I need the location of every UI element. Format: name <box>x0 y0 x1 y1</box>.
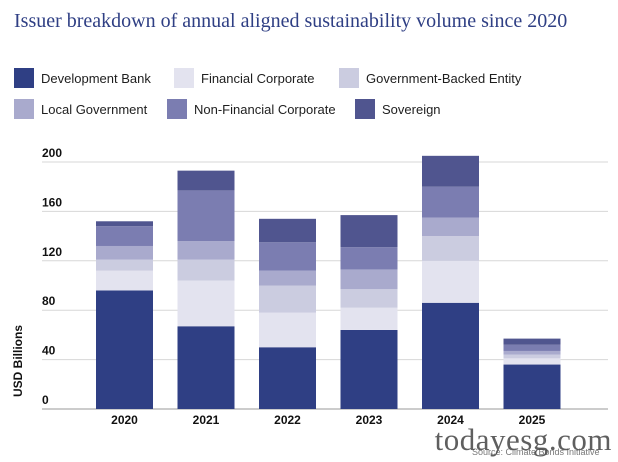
bar-2022-non-financial-corporate[interactable] <box>259 242 316 271</box>
y-tick-label-0: 0 <box>42 393 49 407</box>
chart-title: Issuer breakdown of annual aligned susta… <box>14 10 568 32</box>
x-tick-labels: 2020 2021 2022 2023 2024 2025 <box>111 413 546 427</box>
x-tick-label-2025: 2025 <box>519 413 546 427</box>
bar-2025-government-backed-entity[interactable] <box>503 354 561 359</box>
bars <box>96 155 561 409</box>
legend-item-non-financial-corporate[interactable]: Non-Financial Corporate <box>167 97 336 121</box>
x-tick-label-2023: 2023 <box>356 413 383 427</box>
bar-2020-development-bank[interactable] <box>96 290 153 409</box>
y-axis-label: USD Billions <box>11 325 25 397</box>
legend-label-financial-corporate: Financial Corporate <box>201 70 315 86</box>
watermark: todayesg.com <box>434 422 612 457</box>
bar-2022-sovereign[interactable] <box>259 218 316 243</box>
y-tick-label-120: 120 <box>42 245 62 259</box>
legend-label-non-financial-corporate: Non-Financial Corporate <box>194 101 336 117</box>
legend-item-government-backed-entity[interactable]: Government-Backed Entity <box>339 66 521 90</box>
y-tick-labels: 0 40 80 120 160 200 <box>42 146 62 407</box>
bar-2025-financial-corporate[interactable] <box>503 358 561 365</box>
bar-2022-government-backed-entity[interactable] <box>259 285 316 313</box>
bar-2024-financial-corporate[interactable] <box>422 260 479 303</box>
x-tick-label-2021: 2021 <box>193 413 220 427</box>
bar-2020-sovereign[interactable] <box>96 221 153 227</box>
bar-2024-sovereign[interactable] <box>422 155 479 187</box>
x-tick-label-2022: 2022 <box>274 413 301 427</box>
bar-2021-sovereign[interactable] <box>177 170 235 191</box>
y-tick-label-160: 160 <box>42 195 62 209</box>
bar-2021-financial-corporate[interactable] <box>177 280 235 327</box>
bar-2021-development-bank[interactable] <box>177 326 235 409</box>
bar-2020-non-financial-corporate[interactable] <box>96 226 153 246</box>
legend-item-sovereign[interactable]: Sovereign <box>355 97 441 121</box>
bar-2022-development-bank[interactable] <box>259 347 316 409</box>
legend-item-local-government[interactable]: Local Government <box>14 97 147 121</box>
legend-swatch-non-financial-corporate <box>167 99 187 119</box>
legend-label-development-bank: Development Bank <box>41 70 151 86</box>
legend-swatch-local-government <box>14 99 34 119</box>
bar-2022-local-government[interactable] <box>259 270 316 286</box>
source-text: Source: Climate Bonds Initiative <box>472 447 600 457</box>
legend-swatch-government-backed-entity <box>339 68 359 88</box>
bar-2025-sovereign[interactable] <box>503 338 561 345</box>
bar-2023-government-backed-entity[interactable] <box>340 289 398 308</box>
bar-2023-development-bank[interactable] <box>340 329 398 409</box>
legend: Development Bank Financial Corporate Gov… <box>14 66 604 126</box>
bar-2021-local-government[interactable] <box>177 241 235 260</box>
bar-2025-development-bank[interactable] <box>503 364 561 409</box>
y-tick-label-40: 40 <box>42 344 56 358</box>
legend-label-sovereign: Sovereign <box>382 101 441 117</box>
legend-item-financial-corporate[interactable]: Financial Corporate <box>174 66 314 90</box>
legend-item-development-bank[interactable]: Development Bank <box>14 66 151 90</box>
legend-label-government-backed-entity: Government-Backed Entity <box>366 70 522 86</box>
legend-swatch-financial-corporate <box>174 68 194 88</box>
bar-2022-financial-corporate[interactable] <box>259 312 316 348</box>
bar-2023-financial-corporate[interactable] <box>340 307 398 330</box>
bar-2023-local-government[interactable] <box>340 269 398 290</box>
bar-2024-government-backed-entity[interactable] <box>422 236 479 261</box>
bar-2023-sovereign[interactable] <box>340 215 398 248</box>
bar-2023-non-financial-corporate[interactable] <box>340 247 398 270</box>
y-tick-label-80: 80 <box>42 294 56 308</box>
bar-2020-government-backed-entity[interactable] <box>96 259 153 271</box>
bar-2025-local-government[interactable] <box>503 350 561 355</box>
x-tick-label-2020: 2020 <box>111 413 138 427</box>
legend-label-local-government: Local Government <box>41 101 148 117</box>
bar-2021-non-financial-corporate[interactable] <box>177 190 235 242</box>
bar-2024-development-bank[interactable] <box>422 302 479 409</box>
legend-swatch-development-bank <box>14 68 34 88</box>
bar-2024-non-financial-corporate[interactable] <box>422 186 479 218</box>
bar-2025-non-financial-corporate[interactable] <box>503 344 561 351</box>
y-tick-label-200: 200 <box>42 146 62 160</box>
x-tick-label-2024: 2024 <box>437 413 464 427</box>
bar-2021-government-backed-entity[interactable] <box>177 259 235 281</box>
legend-swatch-sovereign <box>355 99 375 119</box>
bar-2020-local-government[interactable] <box>96 245 153 260</box>
bar-2024-local-government[interactable] <box>422 217 479 237</box>
bar-2020-financial-corporate[interactable] <box>96 270 153 291</box>
